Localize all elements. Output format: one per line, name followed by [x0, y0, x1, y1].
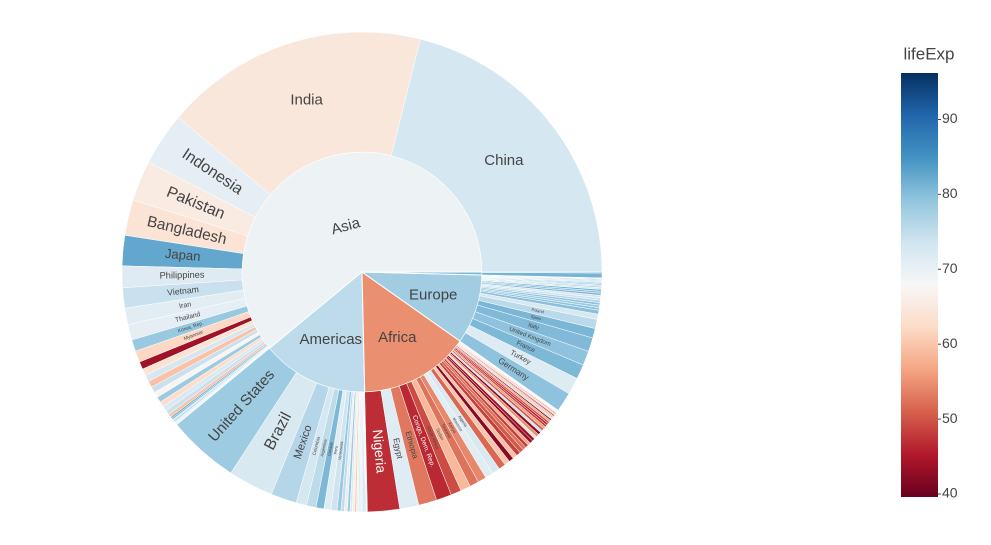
- country-label: Iran: [178, 300, 192, 310]
- colorbar-tick-label: 70: [942, 260, 958, 276]
- colorbar-tick-label: 80: [942, 185, 958, 201]
- country-label: Canada: [326, 441, 334, 456]
- country-label: Vietnam: [167, 284, 200, 297]
- country-wedge: [390, 38, 603, 273]
- country-label: Japan: [164, 246, 201, 264]
- country-label: India: [290, 92, 323, 109]
- country-label: Nigeria: [370, 429, 389, 474]
- country-label: Kenya: [447, 421, 457, 434]
- colorbar-tick-label: 90: [942, 110, 958, 126]
- country-label: Argentina: [319, 438, 328, 457]
- country-label: Italy: [527, 323, 539, 332]
- country-label: Colombia: [311, 436, 321, 456]
- continent-label: Americas: [300, 331, 363, 348]
- continent-label: Europe: [409, 287, 457, 304]
- colorbar: lifeExp 40 50 60 70 80 90: [901, 44, 958, 501]
- country-label: Sudan: [435, 428, 445, 442]
- country-label: Egypt: [391, 437, 404, 460]
- country-label: Algeria: [457, 415, 469, 429]
- colorbar-title: lifeExp: [903, 44, 954, 63]
- country-label: Venezuela: [337, 440, 344, 460]
- country-label: Spain: [530, 314, 542, 322]
- country-label: Philippines: [159, 270, 205, 281]
- colorbar-tick-label: 50: [942, 410, 958, 426]
- country-label: Poland: [531, 307, 544, 315]
- colorbar-tick-label: 40: [942, 485, 958, 501]
- sunburst: [121, 31, 603, 513]
- colorbar-tick-label: 60: [942, 335, 958, 351]
- continent-label: Africa: [378, 329, 417, 346]
- country-label: Peru: [332, 446, 338, 455]
- country-wedge: [178, 31, 421, 196]
- colorbar-scale: [901, 73, 938, 497]
- country-wedge: [481, 271, 603, 274]
- country-label: China: [484, 152, 524, 169]
